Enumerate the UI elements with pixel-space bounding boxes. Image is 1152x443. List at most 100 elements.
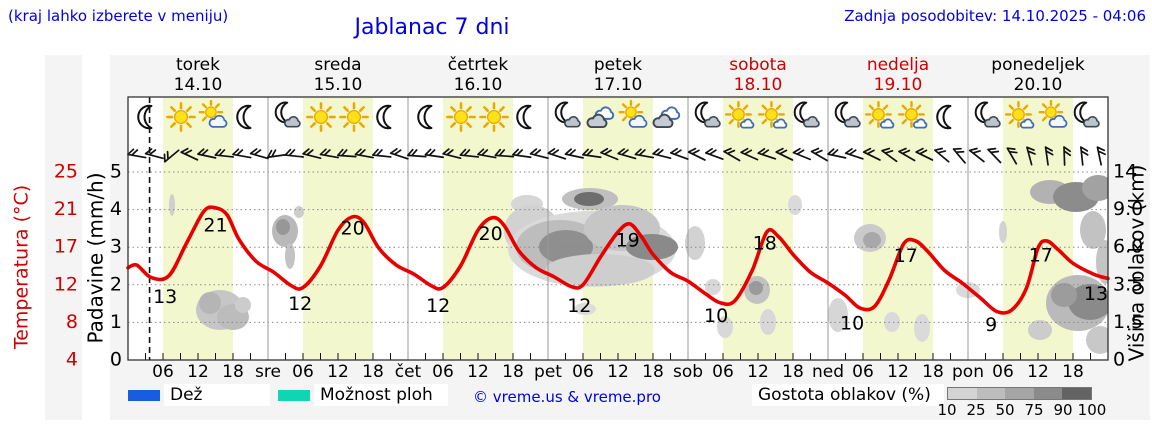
cloud-blob [276, 219, 290, 235]
day-header-sobota: sobota 18.10 [688, 55, 828, 95]
cloud-scale-value: 75 [1024, 401, 1044, 419]
wind-barb-icon [1063, 146, 1072, 166]
day-abbrev-label: sre [255, 362, 281, 382]
wind-barb-icon [1080, 146, 1089, 166]
wind-barb-icon [232, 148, 252, 159]
time-axis-label: 18 [222, 362, 244, 382]
wind-barb-icon [915, 147, 934, 161]
day-abbrev-label: čet [395, 362, 422, 382]
precip-axis-tick-label: 2 [110, 273, 122, 295]
time-axis-label: 06 [852, 362, 874, 382]
wind-barb-icon [862, 147, 881, 161]
day-name: sreda [314, 55, 362, 75]
precip-axis-tick-label: 4 [110, 198, 122, 220]
time-axis-label: 18 [362, 362, 384, 382]
wind-barb-icon [898, 147, 916, 162]
time-axis-label: 12 [467, 362, 489, 382]
day-date: 20.10 [1013, 75, 1063, 95]
cloud-blob [545, 254, 655, 286]
cloud-scale-segment [1062, 388, 1091, 399]
wind-barb-icon [634, 148, 655, 159]
temperature-value-label: 12 [288, 293, 312, 315]
day-name: ponedeljek [991, 55, 1085, 75]
cloud-height-axis-tick-label: 1.5 [1113, 311, 1143, 333]
wind-barb-icon [354, 148, 375, 159]
wind-barb-icon [494, 148, 515, 158]
wind-barb-icon [810, 147, 828, 162]
time-axis-label: 12 [607, 362, 629, 382]
plot-frame [127, 96, 1109, 361]
day-abbrev-label: pon [952, 362, 984, 382]
last-update-label: Zadnja posodobitev: 14.10.2025 - 04:06 [844, 7, 1146, 25]
cloud-scale-value: 100 [1077, 401, 1107, 419]
wind-barb-icon [406, 148, 427, 158]
cloud-blob [235, 297, 251, 313]
cloud-blob [999, 221, 1007, 243]
temperature-value-label: 17 [1029, 244, 1053, 266]
cloud-blob [685, 226, 705, 260]
time-axis-label: 06 [712, 362, 734, 382]
wind-barb-icon [389, 148, 409, 160]
wind-barb-icon [197, 148, 217, 159]
time-axis-label: 18 [782, 362, 804, 382]
time-axis-label: 12 [187, 362, 209, 382]
cloud-density-scale-bar [947, 387, 1092, 400]
temperature-value-label: 10 [704, 305, 728, 327]
day-header-torek: torek 14.10 [128, 55, 268, 95]
page-title: Jablanac 7 dni [354, 15, 510, 40]
cloud-blob [199, 292, 221, 314]
wind-barb-icon [529, 148, 549, 160]
copyright-link[interactable]: © vreme.us & vreme.pro [473, 388, 661, 406]
day-abbrev-label: sob [673, 362, 703, 382]
temperature-value-label: 9 [985, 314, 997, 336]
cloud-scale-value: 50 [995, 401, 1015, 419]
cloud-blob [626, 234, 678, 260]
time-axis-label: 06 [152, 362, 174, 382]
wind-barb-icon [336, 148, 357, 158]
wind-barb-icon [792, 147, 811, 161]
menu-hint: (kraj lahko izberete v meniju) [8, 7, 229, 25]
wind-barb-icon [934, 147, 950, 163]
cloud-blob [705, 279, 721, 295]
cloud-blob [294, 206, 304, 218]
cloud-scale-segment [948, 388, 977, 399]
wind-barb-icon [987, 147, 1002, 164]
cloud-blob [884, 312, 900, 332]
temperature-value-label: 12 [426, 295, 450, 317]
cloud-scale-segment [1033, 388, 1063, 399]
cloud-blob [574, 303, 596, 315]
precip-axis-tick-label: 3 [110, 236, 122, 258]
wind-barb-icon [757, 148, 777, 160]
day-date: 19.10 [873, 75, 923, 95]
wind-barb-icon [704, 147, 724, 160]
cloud-blob [717, 316, 733, 338]
sun-icon [339, 102, 369, 132]
cloud-density-label: Gostota oblakov (%) [752, 384, 944, 406]
temperature-value-label: 17 [894, 245, 918, 267]
cloud-blob [863, 232, 881, 248]
precip-axis-tick-label: 5 [110, 161, 122, 183]
wind-barb-icon [775, 147, 794, 161]
day-name: nedelja [866, 55, 930, 75]
day-abbrev-label: ned [812, 362, 844, 382]
time-axis-label: 06 [432, 362, 454, 382]
cloud-height-axis-title: Višina oblakov (km) [1125, 165, 1149, 362]
day-name: torek [176, 55, 220, 75]
wind-barb-icon [127, 148, 147, 159]
wind-barb-icon [512, 148, 532, 159]
cloud-blob [788, 195, 802, 215]
wind-barb-icon [442, 148, 462, 160]
sun-icon [306, 102, 336, 132]
cloud-blob [749, 281, 763, 295]
wind-barb-icon [827, 148, 847, 159]
showers-legend-label: Možnost ploh [314, 384, 448, 406]
sun-icon [446, 102, 476, 132]
cloud-height-axis-tick-label: 9.0 [1113, 198, 1143, 220]
cloud-height-axis-tick-label: 3.5 [1113, 273, 1143, 295]
wind-barb-icon [477, 148, 497, 159]
precip-axis-title: Padavine (mm/h) [84, 172, 108, 343]
temp-axis-title: Temperatura (°C) [11, 185, 33, 350]
temp-axis-tick-label: 4 [66, 349, 78, 371]
wind-barb-icon [319, 148, 340, 159]
